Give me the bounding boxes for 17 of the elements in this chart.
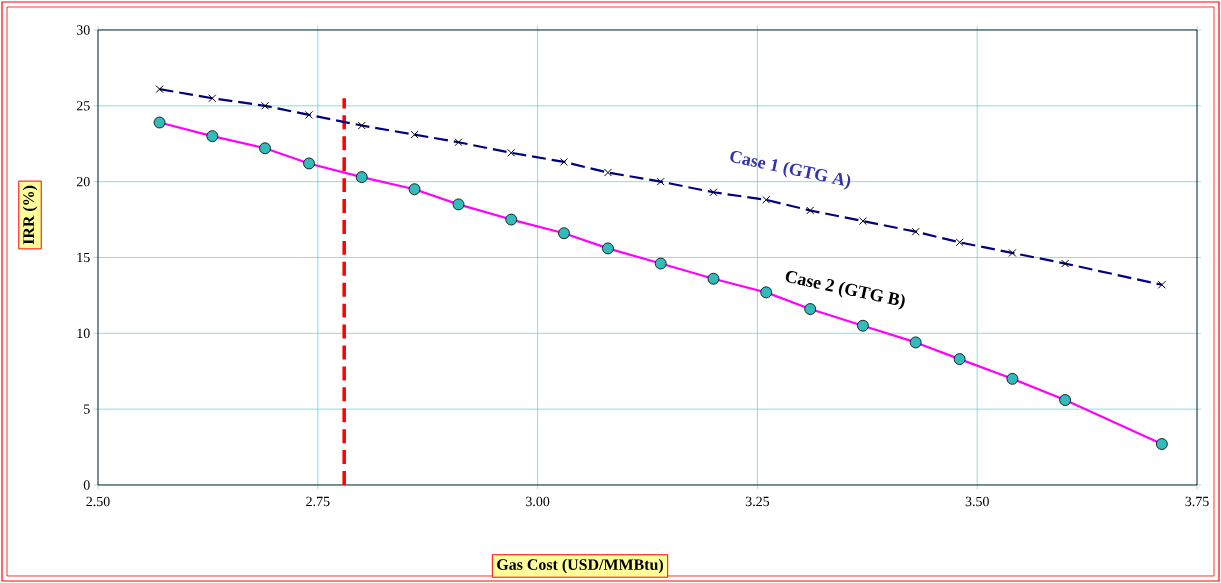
- y-axis-title: IRR (%): [22, 185, 38, 245]
- y-tick-label: 25: [76, 101, 90, 111]
- annotation: Case 2 (GTG B): [785, 271, 905, 310]
- y-tick-label: 15: [77, 252, 90, 263]
- x-tick-label: 2.75: [306, 496, 330, 507]
- y-tick-label: 5: [84, 404, 90, 414]
- y-tick-label: 10: [77, 328, 90, 339]
- y-tick-label: 0: [83, 480, 90, 490]
- x-tick-label: 3.75: [1185, 496, 1209, 507]
- x-tick-label: 2.50: [86, 496, 110, 507]
- annotation: Case 1 (GTG A): [730, 150, 851, 190]
- x-axis-title: Gas Cost (USD/MMBtu): [497, 558, 663, 574]
- y-tick-label: 20: [76, 176, 90, 187]
- x-tick-label: 3.50: [965, 496, 989, 507]
- x-tick-label: 3.25: [745, 496, 770, 507]
- x-tick-label: 3.00: [526, 496, 550, 507]
- y-tick-label: 30: [76, 25, 90, 35]
